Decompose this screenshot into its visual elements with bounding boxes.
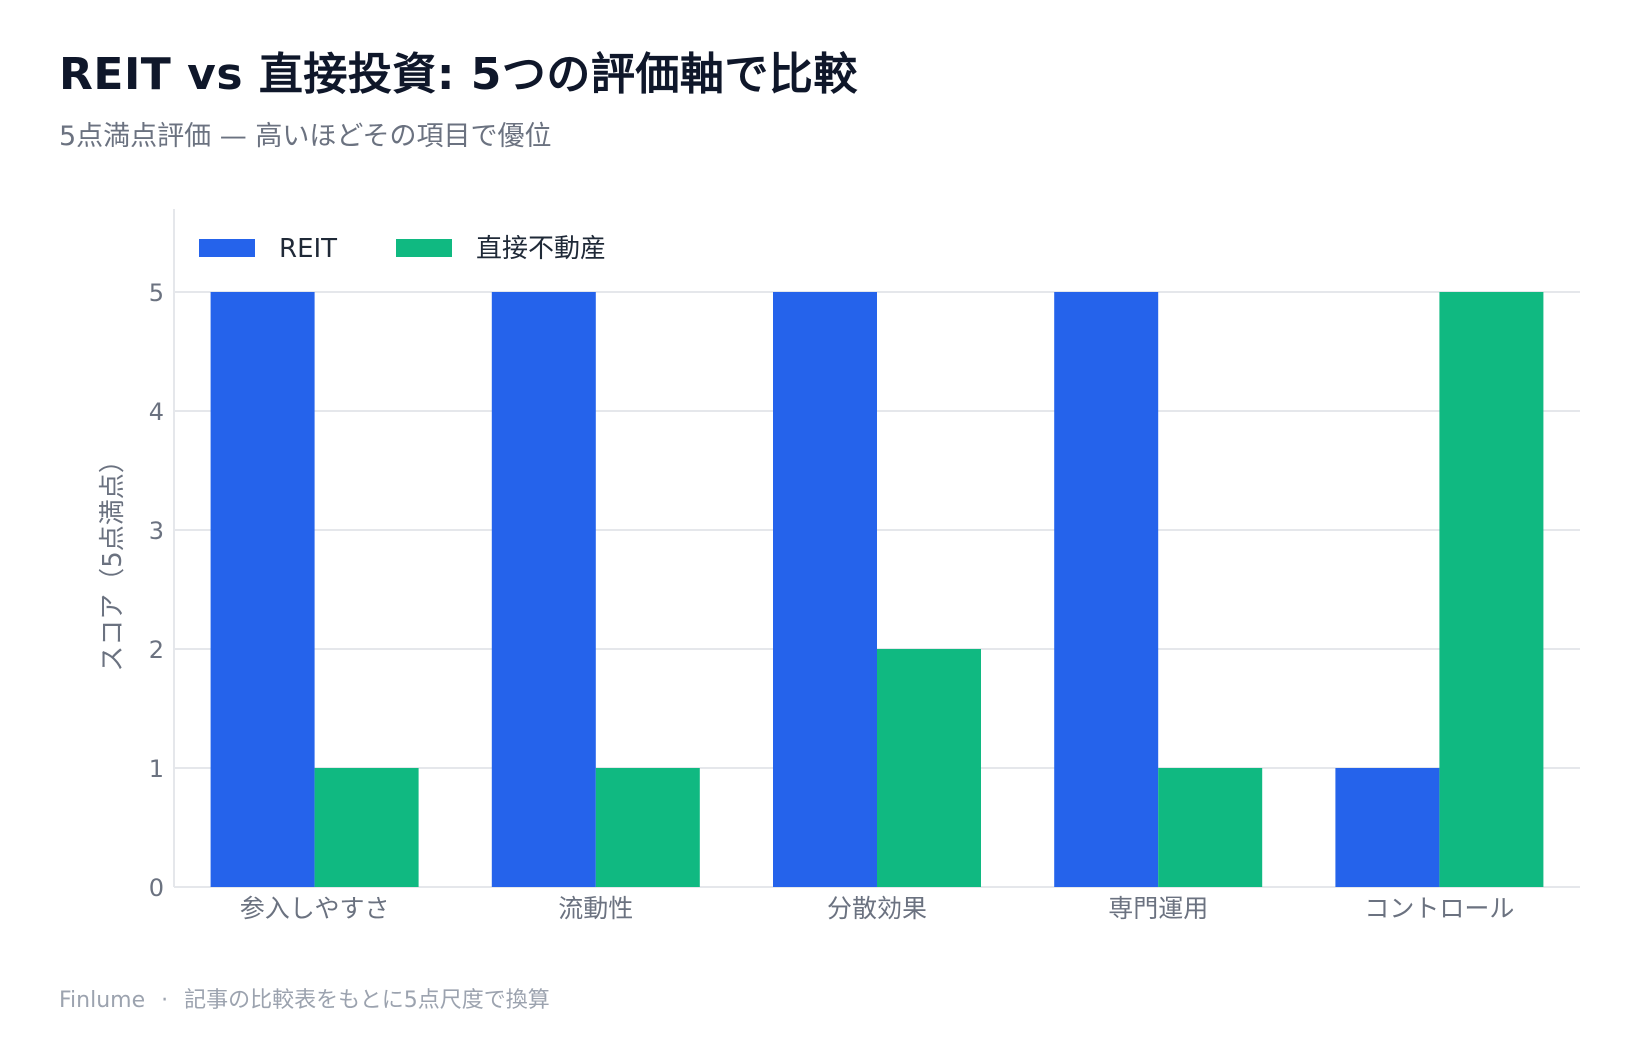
bar-reit-1 bbox=[210, 292, 315, 887]
footer-note: 記事の比較表をもとに5点尺度で換算 bbox=[184, 988, 550, 1013]
bar-direct-1 bbox=[314, 768, 419, 887]
y-tick-label: 5 bbox=[149, 279, 164, 307]
y-tick-label: 1 bbox=[149, 755, 164, 783]
bar-reit-3 bbox=[773, 292, 877, 887]
footer: Finlume · 記事の比較表をもとに5点尺度で換算 bbox=[59, 982, 550, 1014]
bar-direct-4 bbox=[1158, 768, 1263, 887]
x-tick-label: 流動性 bbox=[558, 894, 633, 923]
x-tick-label: コントロール bbox=[1364, 894, 1514, 923]
legend-swatch bbox=[199, 239, 255, 257]
x-tick-label: 専門運用 bbox=[1108, 894, 1208, 923]
footer-separator: · bbox=[161, 988, 169, 1013]
x-tick-label: 分散効果 bbox=[827, 894, 927, 923]
x-tick-labels: 参入しやすさ 流動性 分散効果 専門運用 コントロール bbox=[240, 894, 1515, 923]
bar-direct-2 bbox=[595, 768, 700, 887]
bar-direct-5 bbox=[1439, 292, 1544, 887]
y-axis-label: スコア（5点満点） bbox=[98, 447, 128, 672]
x-tick-label: 参入しやすさ bbox=[240, 894, 390, 923]
bar-reit-4 bbox=[1054, 292, 1159, 887]
legend: REIT 直接不動産 bbox=[199, 234, 606, 264]
y-tick-label: 4 bbox=[149, 398, 164, 426]
y-tick-labels: 0 1 2 3 4 5 bbox=[149, 279, 164, 902]
y-tick-label: 2 bbox=[149, 636, 164, 664]
legend-label: REIT bbox=[279, 234, 337, 264]
bar-reit-2 bbox=[491, 292, 596, 887]
chart-subtitle: 5点満点評価 — 高いほどその項目で優位 bbox=[59, 121, 552, 152]
y-tick-label: 0 bbox=[149, 874, 164, 902]
footer-source: Finlume bbox=[59, 988, 146, 1013]
legend-swatch bbox=[396, 239, 452, 257]
y-tick-label: 3 bbox=[149, 517, 164, 545]
bars bbox=[210, 292, 1544, 887]
legend-label: 直接不動産 bbox=[476, 234, 606, 264]
chart-title: REIT vs 直接投資: 5つの評価軸で比較 bbox=[59, 49, 858, 100]
bar-reit-5 bbox=[1335, 768, 1440, 887]
bar-direct-3 bbox=[877, 649, 981, 887]
